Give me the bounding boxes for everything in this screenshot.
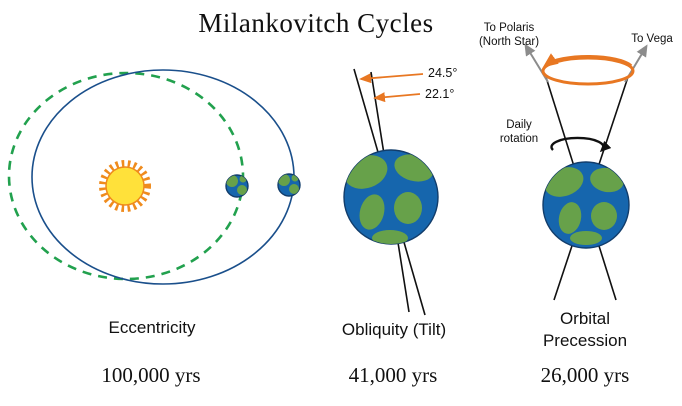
precession-label-line2: Precession (542, 331, 628, 350)
daily-rotation-arrow (550, 136, 612, 153)
to-polaris-line1: To Polaris (483, 22, 535, 34)
earth-globe-precession (542, 161, 630, 249)
angle-arrow-24 (359, 73, 424, 84)
sun (99, 160, 151, 212)
to-polaris-label: To Polaris (North Star) (479, 21, 539, 49)
precession-ellipse-arrow (541, 53, 635, 86)
daily-rotation-line2: rotation (499, 133, 539, 145)
obliquity-period: 41,000 yrs (348, 363, 438, 387)
eccentricity-label: Eccentricity (108, 318, 196, 337)
angle-22-label: 22.1° (425, 87, 455, 101)
obliquity-panel (343, 68, 439, 316)
earth-globe-obliquity (343, 149, 439, 245)
eccentricity-panel (7, 69, 301, 285)
precession-label-line1: Orbital (559, 309, 611, 328)
daily-rotation-label: Daily rotation (500, 118, 538, 146)
daily-rotation-line1: Daily (506, 119, 532, 131)
to-polaris-line2: (North Star) (478, 36, 540, 48)
precession-period: 26,000 yrs (540, 363, 630, 387)
eccentricity-period: 100,000 yrs (101, 363, 201, 387)
diagram-title: Milankovitch Cycles (198, 8, 434, 38)
precession-label: Orbital Precession (543, 308, 627, 352)
angle-24-label: 24.5° (428, 66, 458, 80)
earth-small-2 (277, 173, 301, 197)
angle-arrow-22 (373, 92, 421, 103)
circular-orbit-solid (31, 69, 295, 285)
earth-small-1 (225, 174, 249, 198)
precession-panel (524, 43, 648, 301)
to-vega-label: To Vega (631, 33, 673, 45)
obliquity-label: Obliquity (Tilt) (341, 320, 447, 339)
